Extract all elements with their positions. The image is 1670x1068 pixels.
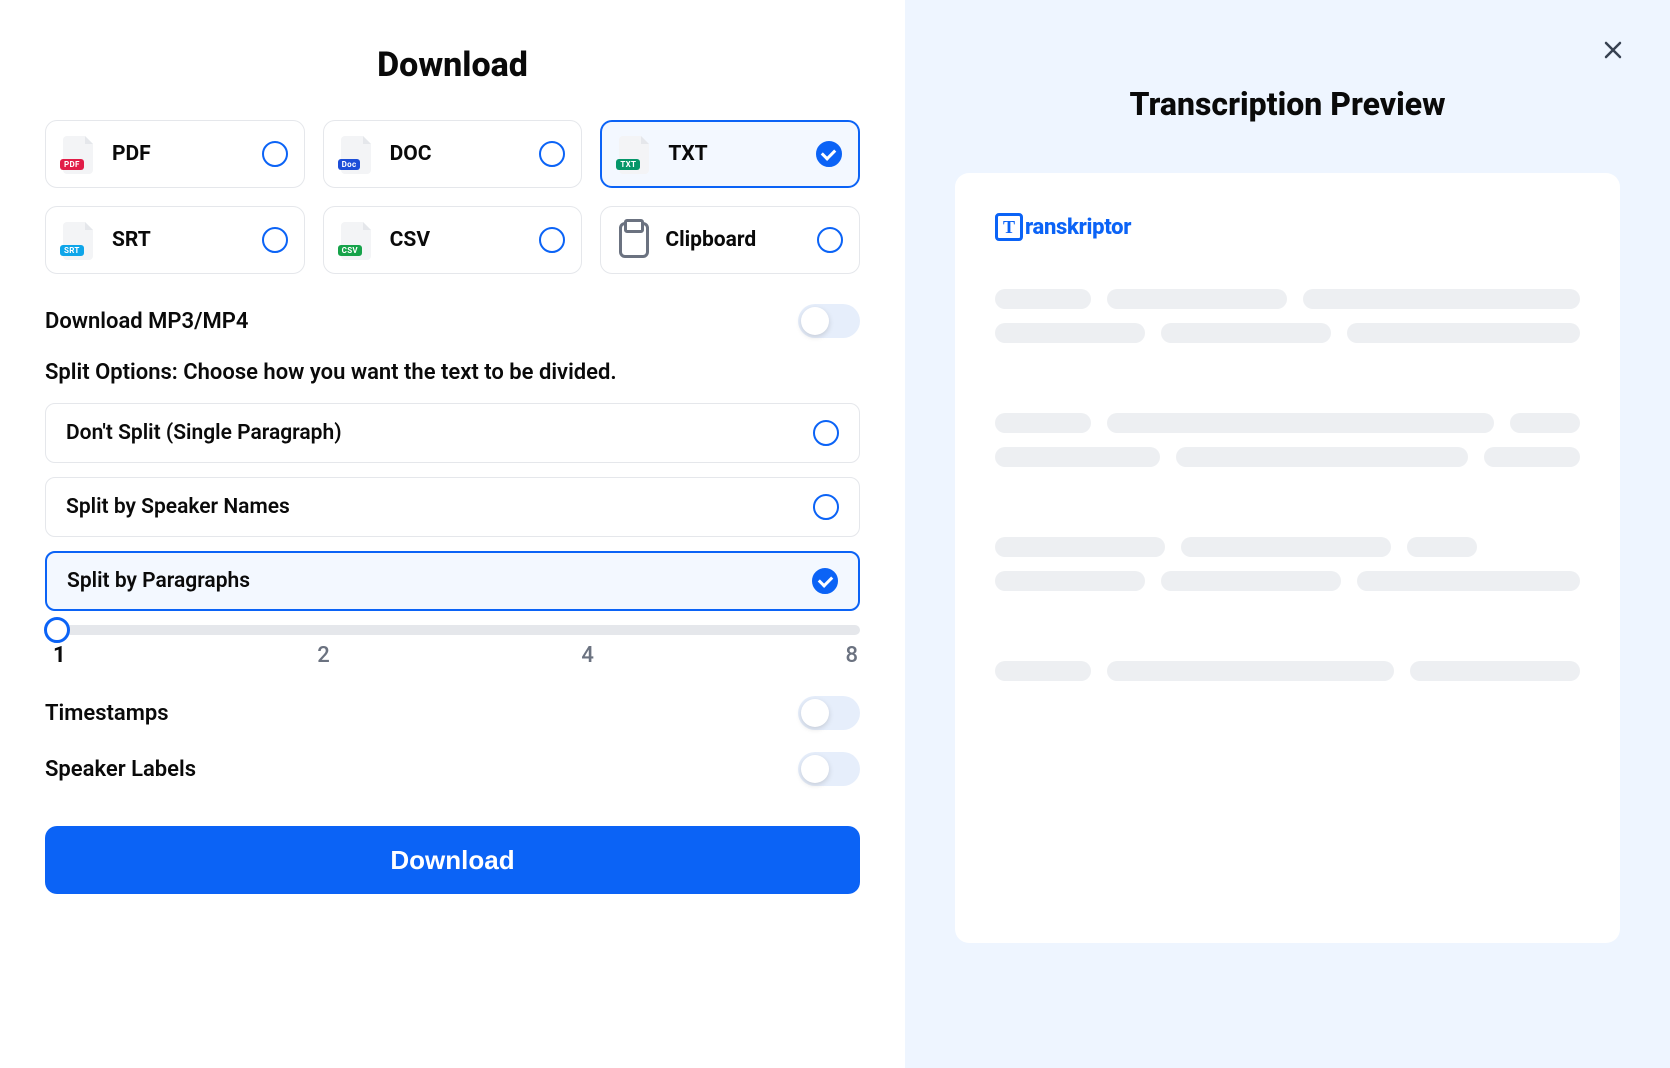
doc-badge: Doc	[338, 159, 361, 170]
format-option-csv[interactable]: CSV CSV	[323, 206, 583, 274]
slider-track[interactable]	[45, 625, 860, 635]
radio-icon	[539, 227, 565, 253]
slider-tick: 8	[845, 643, 858, 668]
radio-checked-icon	[816, 141, 842, 167]
download-panel: Download PDF PDF Doc DOC TXT TX	[0, 0, 905, 1068]
preview-panel: Transcription Preview T ranskriptor	[905, 0, 1670, 1068]
skeleton-paragraph	[995, 413, 1580, 467]
speaker-labels-label: Speaker Labels	[45, 757, 196, 782]
speaker-labels-row: Speaker Labels	[45, 752, 860, 786]
page-title: Download	[45, 45, 860, 85]
paragraph-slider: 1 2 4 8	[45, 625, 860, 668]
radio-icon	[262, 227, 288, 253]
skeleton-paragraph	[995, 289, 1580, 343]
slider-tick: 4	[581, 643, 594, 668]
close-icon	[1601, 38, 1625, 62]
preview-card: T ranskriptor	[955, 173, 1620, 943]
close-button[interactable]	[1601, 38, 1625, 66]
format-label: Clipboard	[665, 228, 817, 252]
download-button[interactable]: Download	[45, 826, 860, 894]
slider-tick: 2	[317, 643, 330, 668]
format-option-doc[interactable]: Doc DOC	[323, 120, 583, 188]
slider-thumb[interactable]	[44, 617, 70, 643]
brand-logo: T ranskriptor	[995, 213, 1580, 241]
format-label: DOC	[390, 142, 540, 166]
skeleton-paragraph	[995, 661, 1580, 681]
radio-icon	[539, 141, 565, 167]
split-option-speaker[interactable]: Split by Speaker Names	[45, 477, 860, 537]
speaker-labels-toggle[interactable]	[798, 752, 860, 786]
clipboard-icon	[619, 222, 649, 258]
split-option-dont-split[interactable]: Don't Split (Single Paragraph)	[45, 403, 860, 463]
split-option-label: Split by Paragraphs	[67, 569, 250, 593]
format-option-clipboard[interactable]: Clipboard	[600, 206, 860, 274]
txt-badge: TXT	[616, 159, 640, 170]
mp3mp4-label: Download MP3/MP4	[45, 309, 248, 334]
split-heading: Split Options: Choose how you want the t…	[45, 360, 860, 385]
mp3mp4-row: Download MP3/MP4	[45, 304, 860, 338]
radio-icon	[262, 141, 288, 167]
skeleton-paragraph	[995, 537, 1580, 591]
timestamps-row: Timestamps	[45, 696, 860, 730]
slider-labels: 1 2 4 8	[45, 641, 860, 668]
radio-icon	[813, 494, 839, 520]
txt-file-icon: TXT	[614, 132, 658, 176]
split-option-paragraphs[interactable]: Split by Paragraphs	[45, 551, 860, 611]
format-label: SRT	[112, 228, 262, 252]
format-label: CSV	[390, 228, 540, 252]
brand-text: ranskriptor	[1025, 215, 1131, 240]
slider-tick: 1	[53, 643, 66, 668]
preview-title: Transcription Preview	[955, 85, 1620, 123]
radio-checked-icon	[812, 568, 838, 594]
format-option-txt[interactable]: TXT TXT	[600, 120, 860, 188]
srt-badge: SRT	[60, 245, 84, 256]
srt-file-icon: SRT	[58, 218, 102, 262]
brand-mark-icon: T	[995, 213, 1023, 241]
format-option-srt[interactable]: SRT SRT	[45, 206, 305, 274]
format-label: TXT	[668, 142, 816, 166]
split-options: Don't Split (Single Paragraph) Split by …	[45, 403, 860, 611]
pdf-file-icon: PDF	[58, 132, 102, 176]
pdf-badge: PDF	[60, 159, 84, 170]
split-option-label: Split by Speaker Names	[66, 495, 290, 519]
split-option-label: Don't Split (Single Paragraph)	[66, 421, 342, 445]
radio-icon	[813, 420, 839, 446]
timestamps-label: Timestamps	[45, 701, 169, 726]
radio-icon	[817, 227, 843, 253]
mp3mp4-toggle[interactable]	[798, 304, 860, 338]
format-label: PDF	[112, 142, 262, 166]
csv-file-icon: CSV	[336, 218, 380, 262]
timestamps-toggle[interactable]	[798, 696, 860, 730]
format-grid: PDF PDF Doc DOC TXT TXT	[45, 120, 860, 274]
csv-badge: CSV	[338, 245, 362, 256]
doc-file-icon: Doc	[336, 132, 380, 176]
format-option-pdf[interactable]: PDF PDF	[45, 120, 305, 188]
